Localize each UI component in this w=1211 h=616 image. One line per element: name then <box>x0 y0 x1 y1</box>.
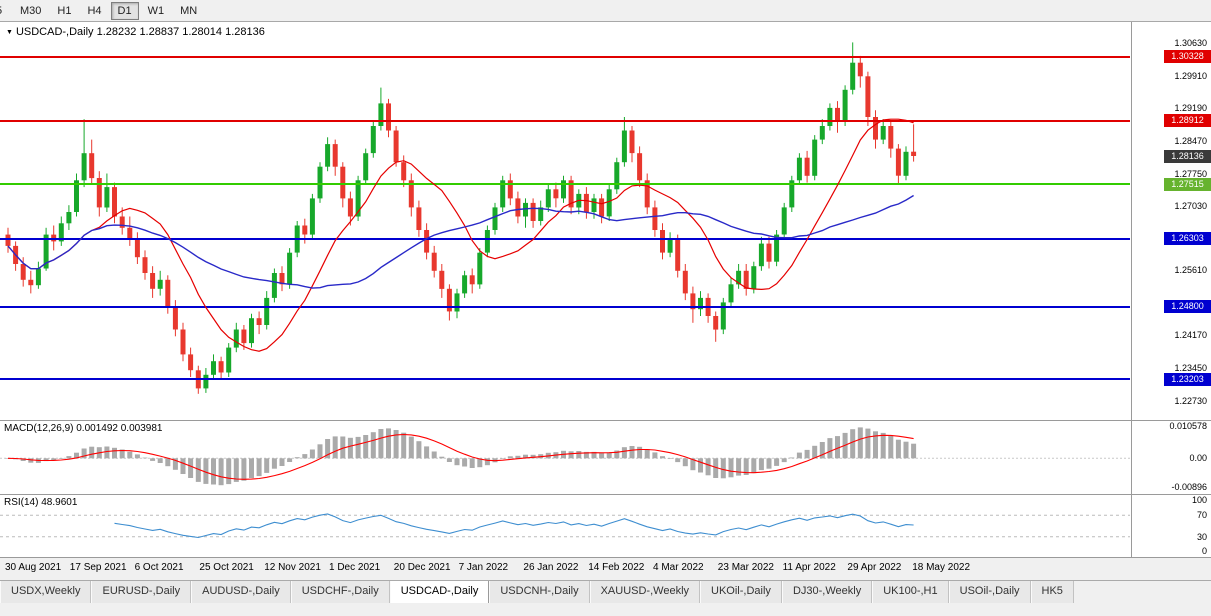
timeframe-button-5[interactable]: 5 <box>0 2 11 20</box>
rsi-axis: 100 70 30 0 <box>1131 495 1211 557</box>
timeframe-button-mn[interactable]: MN <box>180 4 198 17</box>
date-axis-label: 6 Oct 2021 <box>134 562 184 573</box>
chart-tab-10[interactable]: USOil-,Daily <box>948 581 1031 603</box>
date-axis-label: 18 May 2022 <box>912 562 971 573</box>
price-chart-panel: ▼ USDCAD-,Daily 1.28232 1.28837 1.28014 1… <box>0 22 1211 421</box>
date-axis-label: 17 Sep 2021 <box>69 562 127 573</box>
price-tick-label: 1.27030 <box>1174 201 1207 212</box>
chart-tab-4[interactable]: USDCAD-,Daily <box>389 581 490 603</box>
chart-dropdown-icon[interactable]: ▼ <box>6 29 13 36</box>
date-axis-label: 7 Jan 2022 <box>458 562 509 573</box>
price-tick-label: 1.24170 <box>1174 330 1207 341</box>
price-tag: 1.30328 <box>1164 50 1211 64</box>
rsi-axis-label: 70 <box>1196 510 1207 521</box>
date-axis-label: 30 Aug 2021 <box>5 562 62 573</box>
price-tick-label: 1.27750 <box>1174 168 1207 179</box>
rsi-axis-label: 30 <box>1196 531 1207 542</box>
chart-tab-5[interactable]: USDCNH-,Daily <box>489 581 590 603</box>
price-tick-label: 1.29910 <box>1174 70 1207 81</box>
price-tick-label: 1.28470 <box>1174 135 1207 146</box>
rsi-canvas[interactable] <box>0 495 1130 557</box>
date-axis-label: 11 Apr 2022 <box>782 562 836 573</box>
chart-tab-9[interactable]: UK100-,H1 <box>872 581 949 603</box>
date-axis-label: 26 Jan 2022 <box>523 562 579 573</box>
chart-title: ▼ USDCAD-,Daily 1.28232 1.28837 1.28014 1… <box>6 26 265 38</box>
macd-panel: MACD(12,26,9) 0.001492 0.003981 0.010578… <box>0 421 1211 495</box>
timeframe-button-w1[interactable]: W1 <box>147 4 165 17</box>
date-axis-label: 20 Dec 2021 <box>393 562 451 573</box>
price-tick-label: 1.30630 <box>1174 38 1207 49</box>
date-axis-label: 4 Mar 2022 <box>653 562 704 573</box>
price-chart-canvas[interactable] <box>0 22 1130 420</box>
date-axis-label: 23 Mar 2022 <box>717 562 774 573</box>
macd-axis-label: 0.00 <box>1189 453 1207 464</box>
price-tick-label: 1.29190 <box>1174 103 1207 114</box>
chart-tab-1[interactable]: EURUSD-,Daily <box>91 581 192 603</box>
rsi-axis-label: 100 <box>1191 495 1207 505</box>
timeframe-button-h1[interactable]: H1 <box>57 4 72 17</box>
rsi-label: RSI(14) 48.9601 <box>4 497 78 508</box>
date-axis-label: 14 Feb 2022 <box>588 562 645 573</box>
price-tag: 1.28912 <box>1164 114 1211 128</box>
date-axis-label: 1 Dec 2021 <box>329 562 381 573</box>
chart-tab-7[interactable]: UKOil-,Daily <box>700 581 782 603</box>
chart-window: ▼ USDCAD-,Daily 1.28232 1.28837 1.28014 1… <box>0 22 1211 580</box>
chart-tab-0[interactable]: USDX,Weekly <box>0 581 92 603</box>
price-tag: 1.28136 <box>1164 149 1211 163</box>
rsi-axis-label: 0 <box>1201 546 1207 556</box>
macd-axis-label: 0.010578 <box>1169 421 1207 431</box>
date-axis-label: 25 Oct 2021 <box>199 562 254 573</box>
chart-tab-3[interactable]: USDCHF-,Daily <box>290 581 390 603</box>
price-tick-label: 1.25610 <box>1174 265 1207 276</box>
macd-axis: 0.010578 0.00 -0.00896 <box>1131 421 1211 494</box>
timeframe-button-m30[interactable]: M30 <box>20 4 42 17</box>
date-axis-label: 12 Nov 2021 <box>264 562 321 573</box>
price-tag: 1.27515 <box>1164 177 1211 191</box>
bottom-filler <box>0 603 1211 616</box>
timeframe-button-d1[interactable]: D1 <box>110 1 139 20</box>
chart-tab-2[interactable]: AUDUSD-,Daily <box>191 581 291 603</box>
price-tick-label: 1.23450 <box>1174 362 1207 373</box>
macd-axis-label: -0.00896 <box>1171 482 1207 493</box>
timeframe-toolbar: 5 M30 H1 H4 D1 W1 MN <box>0 0 1211 22</box>
price-tag: 1.23203 <box>1164 372 1211 386</box>
rsi-panel: RSI(14) 48.9601 100 70 30 0 <box>0 495 1211 558</box>
chart-tab-6[interactable]: XAUUSD-,Weekly <box>589 581 701 603</box>
chart-tab-11[interactable]: HK5 <box>1030 581 1074 603</box>
price-tag: 1.26303 <box>1164 232 1211 246</box>
date-axis-label: 29 Apr 2022 <box>847 562 902 573</box>
chart-tabbar: USDX,Weekly EURUSD-,Daily AUDUSD-,Daily USD… <box>0 580 1211 603</box>
price-axis[interactable]: 1.30630 1.29910 1.29190 1.28470 1.27750 1.270… <box>1131 22 1211 420</box>
chart-ohlc-quote: 1.28232 1.28837 1.28014 1.28136 <box>96 26 265 38</box>
macd-label: MACD(12,26,9) 0.001492 0.003981 <box>4 423 163 434</box>
timeframe-button-h4[interactable]: H4 <box>87 4 102 17</box>
date-axis[interactable]: 30 Aug 2021 17 Sep 2021 6 Oct 2021 25 Oct 2… <box>0 558 1211 580</box>
price-tag: 1.24800 <box>1164 300 1211 314</box>
macd-canvas[interactable] <box>0 421 1130 494</box>
price-tick-label: 1.22730 <box>1174 395 1207 406</box>
chart-tab-8[interactable]: DJ30-,Weekly <box>781 581 873 603</box>
chart-symbol-period: USDCAD-,Daily <box>15 26 94 38</box>
